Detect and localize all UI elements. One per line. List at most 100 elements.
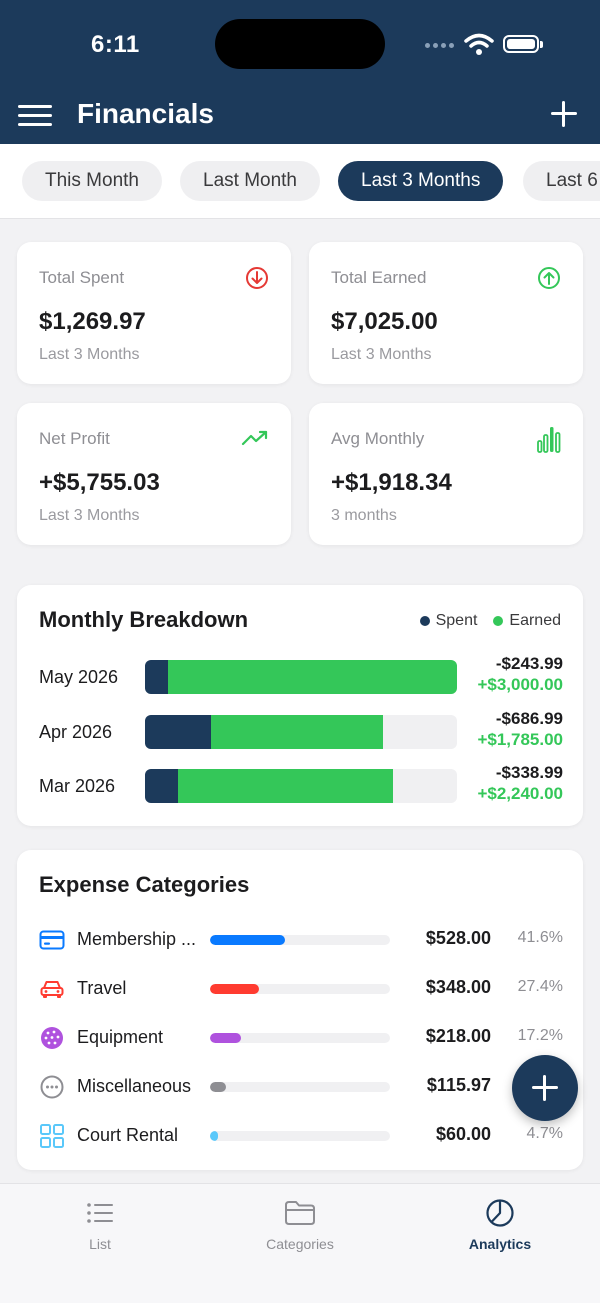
period-filter-tabs: This Month Last Month Last 3 Months Last… <box>0 144 600 219</box>
category-name: Travel <box>77 978 127 998</box>
category-row[interactable]: Travel $348.00 27.4% <box>39 974 563 1004</box>
category-row[interactable]: Membership ... $528.00 41.6% <box>39 925 563 955</box>
category-bar-fill <box>210 1082 226 1092</box>
credit-card-icon <box>39 930 65 950</box>
category-bar-fill <box>210 935 285 945</box>
category-amount: $218.00 <box>425 1026 491 1046</box>
month-row: May 2026 -$243.99 +$3,000.00 <box>39 654 563 701</box>
category-bar-track <box>210 935 390 945</box>
section-title: Monthly Breakdown <box>39 607 249 632</box>
spent-bar <box>145 660 168 694</box>
month-bar-track <box>145 769 457 803</box>
month-earned-amount: +$3,000.00 <box>477 675 563 694</box>
month-bar-track <box>145 660 457 694</box>
month-earned-amount: +$2,240.00 <box>477 784 563 803</box>
legend-label: Spent <box>435 612 478 629</box>
nav-label: Analytics <box>468 1236 532 1252</box>
month-bar-track <box>145 715 457 749</box>
category-row[interactable]: Equipment $218.00 17.2% <box>39 1023 563 1053</box>
month-earned-amount: +$1,785.00 <box>477 730 563 749</box>
earned-bar <box>178 769 393 803</box>
category-name: Miscellaneous <box>77 1076 192 1096</box>
page-title: Financials <box>77 98 214 129</box>
category-percent: 41.6% <box>517 929 563 946</box>
stat-period: Last 3 Months <box>39 346 140 363</box>
stat-period: 3 months <box>331 507 397 524</box>
tab-last-6-months[interactable]: Last 6 <box>523 161 600 201</box>
total-earned-card: Total Earned $7,025.00 Last 3 Months <box>309 242 583 384</box>
category-percent: 17.2% <box>517 1027 563 1044</box>
wifi-icon <box>464 33 494 55</box>
category-name: Equipment <box>77 1027 164 1047</box>
category-amount: $348.00 <box>425 977 491 997</box>
category-amount: $60.00 <box>435 1124 491 1144</box>
trending-up-icon <box>241 430 268 446</box>
category-percent: 27.4% <box>517 978 563 995</box>
category-bar-track <box>210 984 390 994</box>
cellular-signal-icon <box>425 43 454 48</box>
tab-last-month[interactable]: Last Month <box>180 161 320 201</box>
net-profit-card: Net Profit +$5,755.03 Last 3 Months <box>17 403 291 545</box>
monthly-breakdown-card: Monthly Breakdown Spent Earned May 2026 … <box>17 585 583 826</box>
ellipsis-circle-icon <box>40 1075 64 1099</box>
menu-button[interactable] <box>18 103 52 127</box>
stat-period: Last 3 Months <box>39 507 140 524</box>
stat-period: Last 3 Months <box>331 346 432 363</box>
status-time: 6:11 <box>91 31 140 58</box>
section-title: Expense Categories <box>39 872 250 897</box>
pie-chart-icon <box>486 1199 514 1227</box>
month-spent-amount: -$243.99 <box>495 654 563 673</box>
category-bar-fill <box>210 1033 241 1043</box>
category-bar-fill <box>210 1131 218 1141</box>
stat-label: Total Earned <box>331 268 427 287</box>
avg-monthly-card: Avg Monthly +$1,918.34 3 months <box>309 403 583 545</box>
legend-dot-earned <box>493 616 504 626</box>
stat-value: +$5,755.03 <box>39 469 160 496</box>
grid-icon <box>40 1124 64 1148</box>
expense-categories-card: Expense Categories Membership ... $528.0… <box>17 850 583 1170</box>
category-row[interactable]: Miscellaneous $115.97 <box>39 1072 563 1102</box>
nav-item-analytics[interactable]: Analytics <box>430 1198 570 1252</box>
ball-icon <box>41 1027 63 1049</box>
arrow-up-circle-icon <box>538 267 560 289</box>
add-button[interactable] <box>548 98 580 130</box>
category-bar-fill <box>210 984 259 994</box>
nav-item-list[interactable]: List <box>30 1198 170 1252</box>
list-icon <box>87 1203 113 1223</box>
folder-icon <box>285 1201 315 1225</box>
earned-bar <box>211 715 383 749</box>
category-amount: $528.00 <box>425 928 491 948</box>
car-icon <box>40 981 64 998</box>
month-label: Mar 2026 <box>39 776 116 796</box>
legend-spent: Spent <box>419 612 478 630</box>
legend-label: Earned <box>509 612 561 629</box>
total-spent-card: Total Spent $1,269.97 Last 3 Months <box>17 242 291 384</box>
category-bar-track <box>210 1033 390 1043</box>
stat-value: +$1,918.34 <box>331 469 452 496</box>
spent-bar <box>145 769 178 803</box>
month-spent-amount: -$686.99 <box>495 709 563 728</box>
nav-label: List <box>89 1236 111 1252</box>
category-percent: 4.7% <box>526 1125 563 1142</box>
category-name: Membership ... <box>77 929 197 949</box>
category-name: Court Rental <box>77 1125 179 1145</box>
arrow-down-circle-icon <box>246 267 268 289</box>
legend-earned: Earned <box>493 612 561 630</box>
nav-label: Categories <box>266 1236 334 1252</box>
dynamic-island <box>215 19 385 69</box>
month-spent-amount: -$338.99 <box>495 763 563 782</box>
category-bar-track <box>210 1082 390 1092</box>
month-label: May 2026 <box>39 667 119 687</box>
tab-last-3-months[interactable]: Last 3 Months <box>338 161 504 201</box>
stat-label: Avg Monthly <box>331 429 425 448</box>
legend-dot-spent <box>419 616 430 626</box>
category-bar-track <box>210 1131 390 1141</box>
category-row[interactable]: Court Rental $60.00 4.7% <box>39 1121 563 1151</box>
tab-this-month[interactable]: This Month <box>22 161 162 201</box>
chart-legend: Spent Earned <box>419 612 561 630</box>
nav-item-categories[interactable]: Categories <box>230 1198 370 1252</box>
category-amount: $115.97 <box>426 1075 491 1095</box>
stat-value: $1,269.97 <box>39 308 146 335</box>
floating-add-button[interactable] <box>512 1055 578 1121</box>
month-row: Mar 2026 -$338.99 +$2,240.00 <box>39 763 563 810</box>
